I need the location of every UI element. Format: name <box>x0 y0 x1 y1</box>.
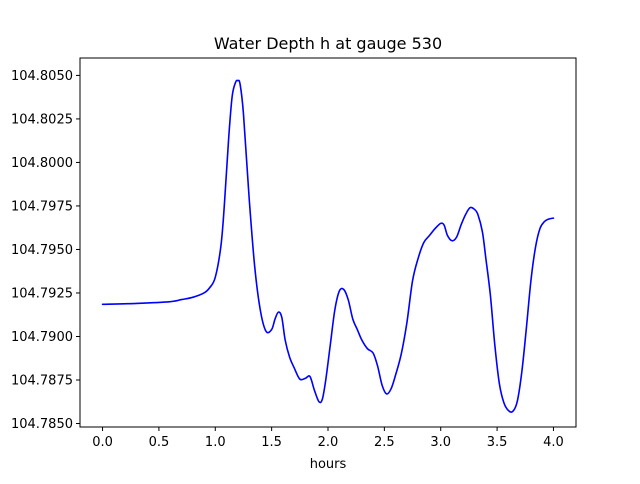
x-tick-label: 3.0 <box>430 435 451 450</box>
x-tick-label: 2.0 <box>318 435 339 450</box>
x-tick-label: 2.5 <box>374 435 395 450</box>
y-tick-label: 104.7975 <box>11 199 73 214</box>
y-axis: 104.7850 104.7875 104.7900 104.7925 104.7950… <box>11 69 80 432</box>
x-tick-label: 1.5 <box>261 435 282 450</box>
y-tick-label: 104.8050 <box>11 69 73 84</box>
y-tick-label: 104.8000 <box>11 156 73 171</box>
plot-area <box>101 79 555 413</box>
x-tick-label: 3.5 <box>487 435 508 450</box>
chart-title: Water Depth h at gauge 530 <box>214 34 442 53</box>
y-tick-label: 104.7925 <box>11 286 73 301</box>
x-tick-label: 0.0 <box>92 435 113 450</box>
series-line <box>101 79 555 413</box>
y-tick-label: 104.8025 <box>11 112 73 127</box>
y-tick-label: 104.7900 <box>11 330 73 345</box>
x-tick-label: 1.0 <box>205 435 226 450</box>
x-axis-label: hours <box>310 457 347 472</box>
plot-frame <box>79 57 577 428</box>
y-tick-label: 104.7850 <box>11 417 73 432</box>
x-axis: 0.0 0.5 1.0 1.5 2.0 2.5 3.0 3.5 4.0 <box>92 427 564 450</box>
x-tick-label: 4.0 <box>543 435 564 450</box>
y-tick-label: 104.7950 <box>11 243 73 258</box>
y-tick-label: 104.7875 <box>11 374 73 389</box>
x-tick-label: 0.5 <box>149 435 170 450</box>
